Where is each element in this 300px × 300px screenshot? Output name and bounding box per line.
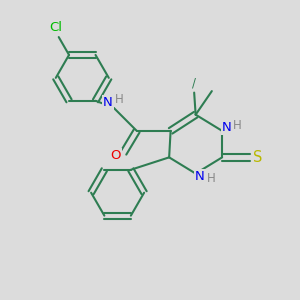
Text: H: H — [233, 119, 242, 132]
Text: O: O — [110, 149, 121, 162]
Text: N: N — [195, 170, 205, 183]
Text: H: H — [115, 93, 124, 106]
Text: /: / — [192, 77, 196, 90]
Text: H: H — [207, 172, 215, 185]
Text: Cl: Cl — [49, 21, 62, 34]
Text: N: N — [222, 121, 231, 134]
Text: N: N — [103, 96, 113, 110]
Text: S: S — [253, 150, 262, 165]
